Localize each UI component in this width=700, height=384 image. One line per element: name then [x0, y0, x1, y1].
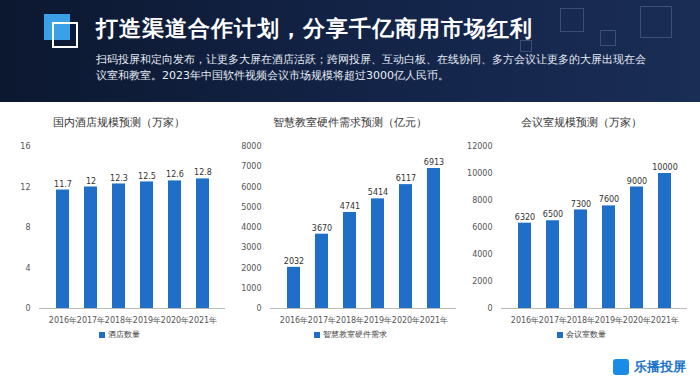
- svg-text:12.6: 12.6: [166, 170, 184, 179]
- html-text:乐播投屏: 乐播投屏: [634, 359, 686, 374]
- svg-text:2020年: 2020年: [161, 316, 189, 325]
- html-text:会议室规模预测（万家）: 会议室规模预测（万家）: [520, 116, 642, 129]
- svg-text:0: 0: [25, 304, 30, 313]
- svg-text:12.8: 12.8: [194, 168, 212, 177]
- svg-text:8000: 8000: [241, 142, 261, 151]
- svg-text:12.5: 12.5: [138, 171, 156, 180]
- svg-text:2016年: 2016年: [511, 316, 539, 325]
- svg-text:2020年: 2020年: [623, 316, 651, 325]
- svg-text:2016年: 2016年: [49, 316, 77, 325]
- svg-text:2019年: 2019年: [133, 316, 161, 325]
- svg-text:2021年: 2021年: [651, 316, 679, 325]
- svg-text:4741: 4741: [340, 202, 360, 211]
- svg-text:12.3: 12.3: [110, 174, 128, 183]
- svg-text:6500: 6500: [543, 210, 563, 219]
- svg-text:0: 0: [487, 304, 492, 313]
- svg-text:6000: 6000: [241, 183, 261, 192]
- svg-text:4: 4: [25, 264, 30, 273]
- svg-text:2021年: 2021年: [420, 316, 448, 325]
- svg-text:4000: 4000: [241, 223, 261, 232]
- svg-text:9000: 9000: [627, 177, 647, 186]
- svg-text:1000: 1000: [241, 284, 261, 293]
- svg-text:2019年: 2019年: [595, 316, 623, 325]
- svg-text:2000: 2000: [472, 277, 492, 286]
- svg-text:8000: 8000: [472, 196, 492, 205]
- svg-text:2018年: 2018年: [567, 316, 595, 325]
- svg-text:2032: 2032: [284, 257, 304, 266]
- svg-text:2017年: 2017年: [539, 316, 567, 325]
- svg-text:12: 12: [20, 183, 30, 192]
- html-text:会议室数量: 会议室数量: [565, 330, 606, 339]
- svg-text:2019年: 2019年: [364, 316, 392, 325]
- svg-text:11.7: 11.7: [54, 180, 72, 189]
- svg-text:0: 0: [256, 304, 261, 313]
- svg-text:12000: 12000: [467, 142, 492, 151]
- html-text:国内酒店规模预测（万家）: 国内酒店规模预测（万家）: [53, 116, 185, 129]
- svg-text:6320: 6320: [515, 213, 535, 222]
- svg-text:10000: 10000: [652, 163, 677, 172]
- html-text:智慧教室硬件需求: 智慧教室硬件需求: [322, 330, 387, 339]
- svg-text:10000: 10000: [467, 169, 492, 178]
- svg-text:5414: 5414: [368, 188, 388, 197]
- svg-text:6117: 6117: [396, 174, 416, 183]
- svg-text:2016年: 2016年: [280, 316, 308, 325]
- svg-text:8: 8: [25, 223, 30, 232]
- svg-text:7600: 7600: [599, 195, 619, 204]
- svg-text:3670: 3670: [312, 224, 332, 233]
- svg-text:2000: 2000: [241, 264, 261, 273]
- svg-text:4000: 4000: [472, 250, 492, 259]
- svg-text:2018年: 2018年: [105, 316, 133, 325]
- svg-text:2020年: 2020年: [392, 316, 420, 325]
- svg-text:6000: 6000: [472, 223, 492, 232]
- svg-text:2018年: 2018年: [336, 316, 364, 325]
- html-text:扫码投屏和定向发布，让更多大屏在酒店活跃；跨网投屏、互动白板: 扫码投屏和定向发布，让更多大屏在酒店活跃；跨网投屏、互动白板、在线协同、多方会议…: [96, 53, 646, 82]
- svg-text:7300: 7300: [571, 200, 591, 209]
- svg-text:2021年: 2021年: [189, 316, 217, 325]
- svg-text:7000: 7000: [241, 162, 261, 171]
- html-text:打造渠道合作计划，分享千亿商用市场红利: 打造渠道合作计划，分享千亿商用市场红利: [96, 16, 533, 41]
- html-text:智慧教室硬件需求预测（亿元）: 智慧教室硬件需求预测（亿元）: [273, 116, 427, 129]
- html-text:酒店数量: 酒店数量: [107, 330, 140, 339]
- svg-text:6913: 6913: [424, 158, 444, 167]
- svg-text:16: 16: [20, 142, 30, 151]
- svg-text:2017年: 2017年: [77, 316, 105, 325]
- svg-text:2017年: 2017年: [308, 316, 336, 325]
- svg-text:5000: 5000: [241, 203, 261, 212]
- svg-text:3000: 3000: [241, 243, 261, 252]
- svg-text:12: 12: [86, 177, 96, 186]
